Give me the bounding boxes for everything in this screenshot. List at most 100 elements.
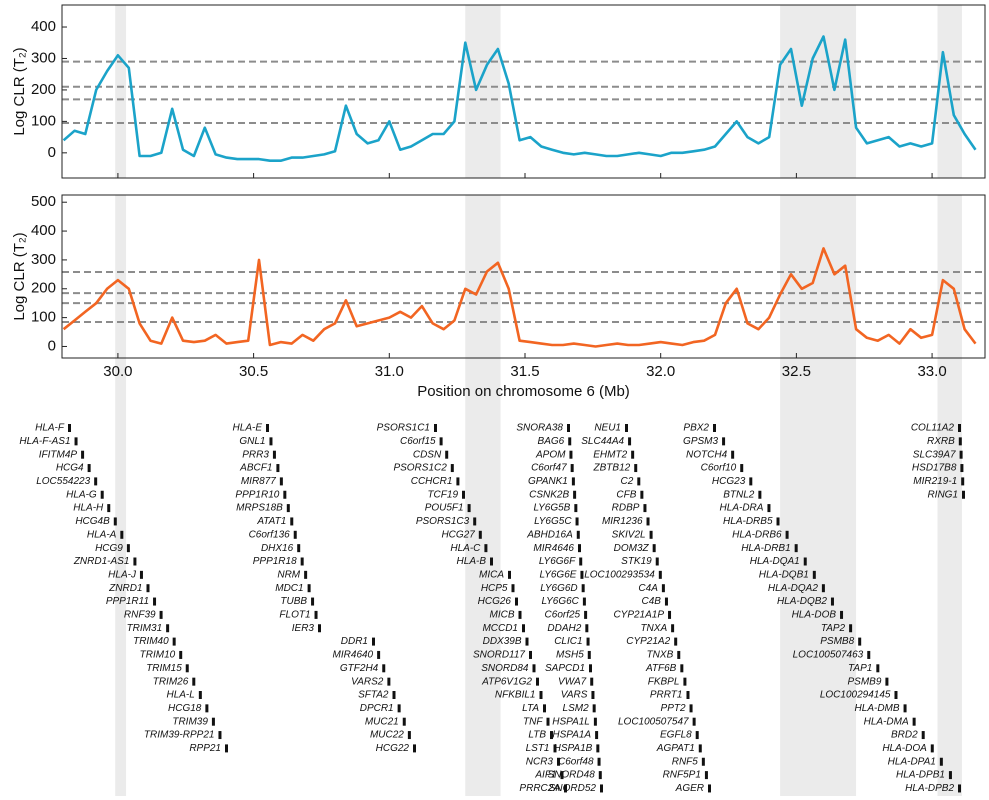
gene-label: HLA-E	[233, 423, 263, 434]
gene-mark	[560, 771, 564, 780]
gene-mark	[722, 437, 726, 446]
gene-label: TUBB	[280, 596, 307, 607]
gene-mark	[546, 717, 550, 726]
gene-mark	[387, 677, 391, 686]
gene-mark	[948, 771, 952, 780]
highlight-region	[465, 195, 501, 796]
gene-label: TAP1	[848, 663, 872, 674]
gene-mark	[840, 610, 844, 619]
gene-mark	[600, 784, 603, 793]
gene-label: ZNRD1	[108, 583, 142, 594]
gene-mark	[402, 717, 406, 726]
gene-label: PSORS1C2	[393, 463, 447, 474]
gene-mark	[567, 424, 570, 432]
gene-label: HLA-DQB2	[777, 596, 827, 607]
gene-mark	[930, 744, 934, 753]
gene-label: IFITM4P	[39, 449, 78, 460]
gene-label: HCP5	[481, 583, 508, 594]
gene-label: HLA-J	[108, 569, 137, 580]
gene-mark	[211, 717, 215, 726]
gene-label: PPP1R11	[106, 596, 149, 607]
gene-label: MDC1	[275, 583, 303, 594]
gene-mark	[218, 731, 222, 740]
gene-label: HLA-DOA	[882, 743, 927, 754]
gene-mark	[683, 677, 687, 686]
gene-mark	[649, 530, 653, 539]
gene-label: TNXB	[647, 650, 674, 661]
gene-label: APOM	[535, 449, 566, 460]
gene-mark	[634, 464, 638, 473]
gene-label: HLA-DMB	[855, 703, 900, 714]
gene-mark	[536, 677, 539, 686]
gene-mark	[570, 464, 574, 473]
gene-mark	[94, 477, 98, 486]
gene-label: CLIC1	[554, 636, 582, 647]
gene-label: HLA-DRB5	[723, 516, 773, 527]
gene-mark	[74, 437, 78, 446]
gene-label: PSORS1C3	[416, 516, 470, 527]
gene-label: LY6G5B	[533, 503, 570, 514]
y-tick-label: 0	[48, 144, 56, 161]
gene-mark	[575, 517, 579, 526]
gene-mark	[689, 704, 693, 713]
highlight-region	[937, 195, 962, 796]
gene-mark	[159, 610, 163, 619]
gene-label: ATP6V1G2	[481, 676, 532, 687]
gene-mark	[590, 677, 594, 686]
gene-mark	[740, 464, 744, 473]
gene-mark	[580, 570, 584, 579]
gene-mark	[120, 530, 124, 539]
gene-mark	[598, 771, 602, 780]
gene-label: EHMT2	[593, 449, 627, 460]
gene-mark	[407, 731, 411, 740]
gene-label: LOC100293534	[584, 569, 655, 580]
gene-label: RNF39	[124, 610, 156, 621]
gene-mark	[166, 624, 170, 633]
gene-mark	[87, 464, 91, 473]
gene-label: PRRC2A	[519, 783, 560, 794]
gene-label: HLA-F-AS1	[19, 436, 70, 447]
gene-label: GPANK1	[528, 476, 568, 487]
gene-mark	[625, 424, 628, 432]
gene-label: FLOT1	[279, 610, 310, 621]
gene-label: HCG22	[376, 743, 410, 754]
gene-mark	[68, 424, 71, 432]
gene-label: TRIM15	[146, 663, 182, 674]
gene-mark	[434, 424, 437, 432]
gene-label: MCCD1	[482, 623, 518, 634]
shading-layer	[115, 5, 962, 796]
gene-mark	[894, 691, 898, 699]
gene-label: LY6G6D	[540, 583, 577, 594]
gene-mark	[293, 530, 297, 539]
gene-label: PPT2	[661, 703, 686, 714]
gene-mark	[858, 637, 862, 646]
gene-mark	[658, 570, 662, 579]
gene-mark	[392, 691, 396, 699]
gene-mark	[198, 691, 202, 699]
gene-mark	[574, 504, 578, 513]
gene-mark	[903, 704, 907, 713]
y-tick-label: 400	[31, 222, 56, 239]
gene-mark	[225, 744, 228, 753]
gene-mark	[529, 650, 532, 659]
gene-label: TNXA	[640, 623, 667, 634]
gene-mark	[593, 717, 597, 726]
gene-label: HLA-DPB2	[905, 783, 954, 794]
gene-label: PPP1R10	[235, 489, 279, 500]
gene-mark	[179, 650, 183, 659]
gene-mark	[958, 424, 961, 432]
gene-label: MICB	[490, 610, 515, 621]
gene-mark	[586, 637, 590, 646]
gene-label: RNF5	[672, 756, 699, 767]
gene-label: TRIM10	[140, 650, 176, 661]
gene-mark	[511, 584, 515, 593]
gene-mark	[597, 757, 601, 766]
gene-mark	[445, 450, 449, 459]
gene-label: COL11A2	[911, 423, 955, 434]
gene-mark	[172, 637, 176, 646]
gene-label: DDX39B	[483, 636, 522, 647]
gene-mark	[81, 450, 85, 459]
gene-mark	[758, 490, 762, 499]
gene-mark	[205, 704, 209, 713]
gene-label: DHX16	[261, 543, 294, 554]
